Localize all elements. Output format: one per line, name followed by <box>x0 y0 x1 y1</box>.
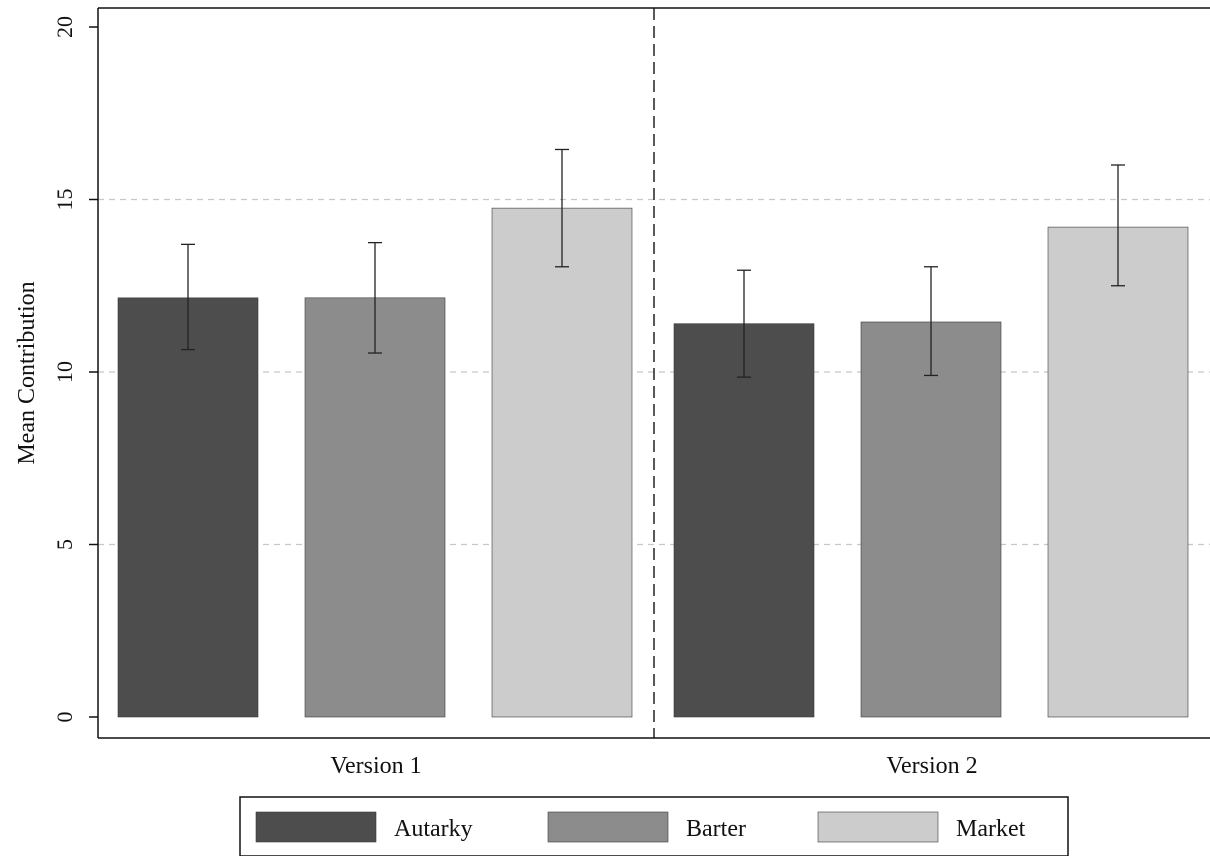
y-axis-ticks: 0 5 10 15 20 <box>52 16 98 723</box>
legend-label: Market <box>956 816 1026 842</box>
error-bar-barter-2 <box>924 266 938 377</box>
bar-barter-2 <box>860 321 1002 718</box>
bar-autarky-2 <box>673 323 815 718</box>
legend-swatch <box>547 811 669 843</box>
axes <box>97 7 1210 739</box>
bar-autarky-1 <box>117 297 259 718</box>
legend-swatch <box>255 811 377 843</box>
legend-label: Autarky <box>394 816 473 842</box>
bar-market-2 <box>1047 226 1189 718</box>
y-tick-label: 5 <box>52 539 77 550</box>
y-axis-title: Mean Contribution <box>14 281 40 464</box>
y-tick-label: 20 <box>52 16 77 38</box>
x-axis-labels: Version 1 Version 2 <box>330 753 977 779</box>
error-bar-market-2 <box>1111 164 1125 287</box>
legend: Autarky Barter Market <box>239 796 1069 856</box>
legend-item-autarky: Autarky <box>255 811 473 843</box>
x-tick-label: Version 1 <box>330 753 421 779</box>
legend-swatch <box>817 811 939 843</box>
error-bar-market-1 <box>555 148 569 268</box>
y-tick-label: 10 <box>52 361 77 383</box>
bars <box>117 207 1189 718</box>
error-bar-barter-1 <box>368 241 382 354</box>
legend-item-barter: Barter <box>547 811 746 843</box>
error-bar-autarky-2 <box>737 269 751 378</box>
y-tick-label: 0 <box>52 712 77 723</box>
error-bars <box>181 148 1125 378</box>
y-tick-label: 15 <box>52 189 77 211</box>
x-tick-label: Version 2 <box>886 753 977 779</box>
bar-barter-1 <box>304 297 446 718</box>
legend-item-market: Market <box>817 811 1026 843</box>
legend-label: Barter <box>686 816 746 842</box>
bar-market-1 <box>491 207 633 718</box>
error-bar-autarky-1 <box>181 243 195 351</box>
